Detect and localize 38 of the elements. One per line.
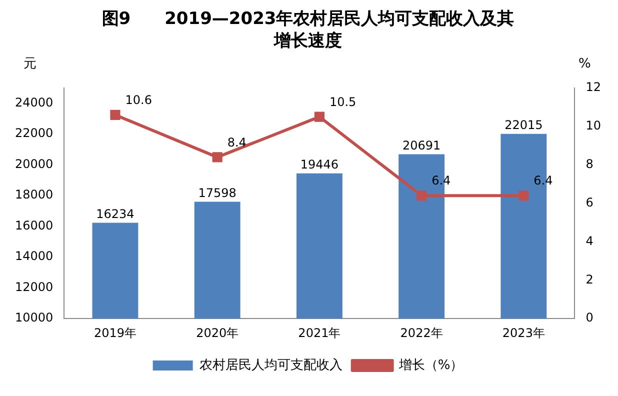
data-label: 19446 [300,158,339,172]
point [314,112,324,122]
data-label: 16234 [96,206,134,221]
point [110,110,120,120]
y2-tick-label: 4 [586,234,594,248]
chart-title: 图9 2019—2023年农村居民人均可支配收入及其增长速度 [100,8,516,52]
point [212,152,222,162]
y2-axis-title: % [578,56,591,72]
point [518,190,529,201]
y-tick-label: 24000 [14,96,54,110]
y-tick-label: 18000 [14,188,54,202]
data-label: 8.4 [227,135,246,150]
y2-tick-label: 12 [586,80,602,94]
y2-tick-label: 2 [586,272,594,286]
y-axis-title: 元 [24,56,37,72]
data-label: 17598 [198,186,236,200]
y-tick-label: 16000 [14,218,54,232]
legend-label: 农村居民人均可支配收入 [199,358,342,373]
y-tick-label: 14000 [14,249,54,264]
y2-tick-label: 8 [586,156,594,171]
x-tick-label: 2019年 [94,326,137,340]
x-tick-label: 2020年 [196,326,239,340]
x-tick-label: 2022年 [400,326,443,340]
data-label: 22015 [504,118,543,132]
y2-tick-label: 6 [586,195,594,210]
y-tick-label: 22000 [14,126,54,140]
data-label: 10.5 [329,94,356,109]
data-label: 10.6 [125,93,152,108]
y-tick-label: 20000 [14,156,54,171]
y2-tick-label: 0 [586,310,594,325]
legend-label: 增长（%） [398,358,464,373]
data-label: 20691 [402,138,441,152]
y2-tick-label: 10 [586,118,602,133]
y-tick-label: 12000 [14,280,54,294]
point [416,190,427,201]
x-tick-label: 2021年 [298,326,341,340]
x-tick-label: 2023年 [502,326,545,340]
y-tick-label: 10000 [14,310,54,325]
